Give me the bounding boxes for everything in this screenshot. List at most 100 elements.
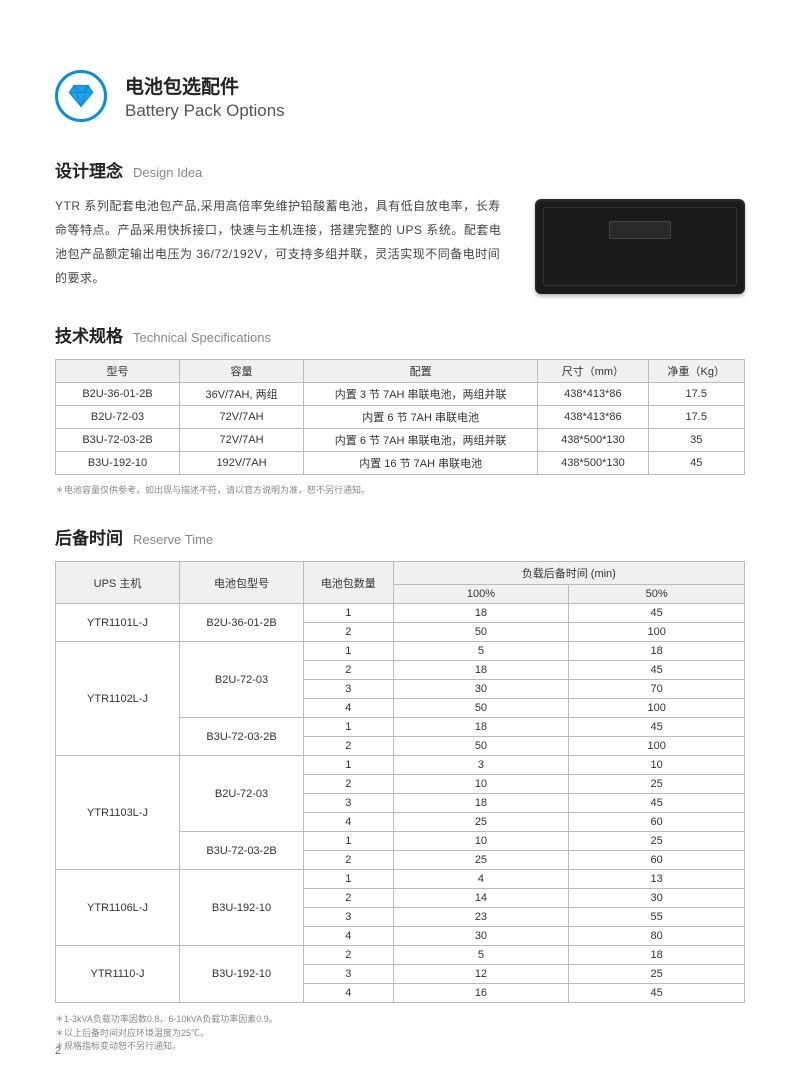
spec-cell: 45	[648, 452, 744, 475]
spec-col-header: 容量	[180, 360, 304, 383]
reserve-row: YTR1102L-JB2U-72-031518	[56, 642, 745, 661]
reserve-cell: 13	[569, 870, 745, 889]
spec-cell: 内置 16 节 7AH 串联电池	[304, 452, 538, 475]
reserve-cell: 18	[393, 604, 569, 623]
reserve-cell: 100	[569, 623, 745, 642]
reserve-cell: 100	[569, 737, 745, 756]
design-row: YTR 系列配套电池包产品,采用高倍率免维护铅酸蓄电池，具有低自放电率，长寿命等…	[55, 194, 745, 294]
diamond-icon	[55, 70, 107, 122]
reserve-cell: 18	[569, 642, 745, 661]
spec-cell: B3U-192-10	[56, 452, 180, 475]
spec-row: B2U-72-0372V/7AH内置 6 节 7AH 串联电池438*413*8…	[56, 406, 745, 429]
reserve-cell: 25	[393, 851, 569, 870]
reserve-footnote-line: ＊1-3kVA负载功率因数0.8，6-10kVA负载功率因素0.9。	[55, 1013, 745, 1027]
reserve-cell: 2	[304, 889, 394, 908]
col-50: 50%	[569, 585, 745, 604]
reserve-cell: 50	[393, 623, 569, 642]
reserve-cell: 14	[393, 889, 569, 908]
reserve-cell: 1	[304, 832, 394, 851]
reserve-cell: 45	[569, 604, 745, 623]
reserve-cell-ups: YTR1102L-J	[56, 642, 180, 756]
reserve-cell: 25	[569, 965, 745, 984]
spec-table: 型号容量配置尺寸（mm）净重（Kg） B2U-36-01-2B36V/7AH, …	[55, 359, 745, 475]
reserve-cell: 3	[304, 680, 394, 699]
spec-footnote: ＊电池容量仅供参考，如出现与描述不符，请以官方说明为准，恕不另行通知。	[55, 483, 745, 496]
col-load-group: 负载后备时间 (min)	[393, 562, 744, 585]
reserve-cell: 2	[304, 775, 394, 794]
reserve-cell: 4	[304, 927, 394, 946]
reserve-cell: 2	[304, 661, 394, 680]
reserve-cell: 50	[393, 699, 569, 718]
design-section-head: 设计理念 Design Idea	[55, 157, 745, 182]
reserve-cell-pack: B3U-72-03-2B	[180, 832, 304, 870]
spec-cell: 17.5	[648, 383, 744, 406]
reserve-cell: 100	[569, 699, 745, 718]
reserve-cell: 5	[393, 642, 569, 661]
design-head-en: Design Idea	[133, 165, 202, 180]
reserve-cell: 3	[304, 965, 394, 984]
reserve-footnote-line: ＊以上后备时间对应环境温度为25℃。	[55, 1027, 745, 1041]
reserve-cell: 12	[393, 965, 569, 984]
reserve-cell: 30	[393, 927, 569, 946]
spec-cell: 72V/7AH	[180, 406, 304, 429]
page-header: 电池包选配件 Battery Pack Options	[55, 70, 745, 122]
reserve-cell: 4	[304, 813, 394, 832]
reserve-cell: 23	[393, 908, 569, 927]
reserve-cell-pack: B2U-72-03	[180, 756, 304, 832]
reserve-footnotes: ＊1-3kVA负载功率因数0.8，6-10kVA负载功率因素0.9。＊以上后备时…	[55, 1013, 745, 1054]
reserve-section-head: 后备时间 Reserve Time	[55, 524, 745, 549]
reserve-head-en: Reserve Time	[133, 532, 213, 547]
reserve-cell-pack: B2U-36-01-2B	[180, 604, 304, 642]
reserve-cell: 10	[393, 832, 569, 851]
spec-row: B2U-36-01-2B36V/7AH, 两组内置 3 节 7AH 串联电池，两…	[56, 383, 745, 406]
spec-cell: 35	[648, 429, 744, 452]
col-qty: 电池包数量	[304, 562, 394, 604]
reserve-cell: 2	[304, 946, 394, 965]
reserve-cell-ups: YTR1106L-J	[56, 870, 180, 946]
reserve-cell: 2	[304, 623, 394, 642]
spec-cell: 17.5	[648, 406, 744, 429]
title-block: 电池包选配件 Battery Pack Options	[125, 72, 285, 121]
reserve-cell: 10	[393, 775, 569, 794]
spec-col-header: 净重（Kg）	[648, 360, 744, 383]
reserve-cell: 16	[393, 984, 569, 1003]
reserve-cell: 3	[304, 908, 394, 927]
col-100: 100%	[393, 585, 569, 604]
reserve-cell-pack: B3U-192-10	[180, 870, 304, 946]
reserve-cell: 1	[304, 870, 394, 889]
reserve-cell-ups: YTR1101L-J	[56, 604, 180, 642]
reserve-cell: 2	[304, 737, 394, 756]
page-number: 2	[55, 1045, 61, 1057]
spec-cell: 438*500*130	[538, 429, 648, 452]
reserve-cell-ups: YTR1103L-J	[56, 756, 180, 870]
reserve-head-cn: 后备时间	[55, 524, 123, 549]
product-image	[535, 199, 745, 294]
reserve-cell: 18	[393, 794, 569, 813]
reserve-cell: 3	[304, 794, 394, 813]
spec-row: B3U-192-10192V/7AH内置 16 节 7AH 串联电池438*50…	[56, 452, 745, 475]
reserve-cell: 30	[569, 889, 745, 908]
col-ups: UPS 主机	[56, 562, 180, 604]
reserve-cell: 25	[569, 775, 745, 794]
reserve-table: UPS 主机 电池包型号 电池包数量 负载后备时间 (min) 100% 50%…	[55, 561, 745, 1003]
title-cn: 电池包选配件	[125, 72, 285, 99]
spec-cell: 内置 3 节 7AH 串联电池，两组并联	[304, 383, 538, 406]
reserve-cell-ups: YTR1110-J	[56, 946, 180, 1003]
reserve-cell: 18	[393, 718, 569, 737]
spec-cell: 438*413*86	[538, 383, 648, 406]
title-en: Battery Pack Options	[125, 101, 285, 121]
spec-cell: B3U-72-03-2B	[56, 429, 180, 452]
reserve-cell: 45	[569, 984, 745, 1003]
reserve-cell: 5	[393, 946, 569, 965]
col-pack: 电池包型号	[180, 562, 304, 604]
spec-cell: 192V/7AH	[180, 452, 304, 475]
reserve-cell: 4	[393, 870, 569, 889]
spec-col-header: 型号	[56, 360, 180, 383]
reserve-cell: 1	[304, 604, 394, 623]
spec-cell: B2U-72-03	[56, 406, 180, 429]
spec-col-header: 配置	[304, 360, 538, 383]
spec-cell: 内置 6 节 7AH 串联电池，两组并联	[304, 429, 538, 452]
reserve-cell: 1	[304, 756, 394, 775]
reserve-row: YTR1110-JB3U-192-102518	[56, 946, 745, 965]
spec-cell: 72V/7AH	[180, 429, 304, 452]
